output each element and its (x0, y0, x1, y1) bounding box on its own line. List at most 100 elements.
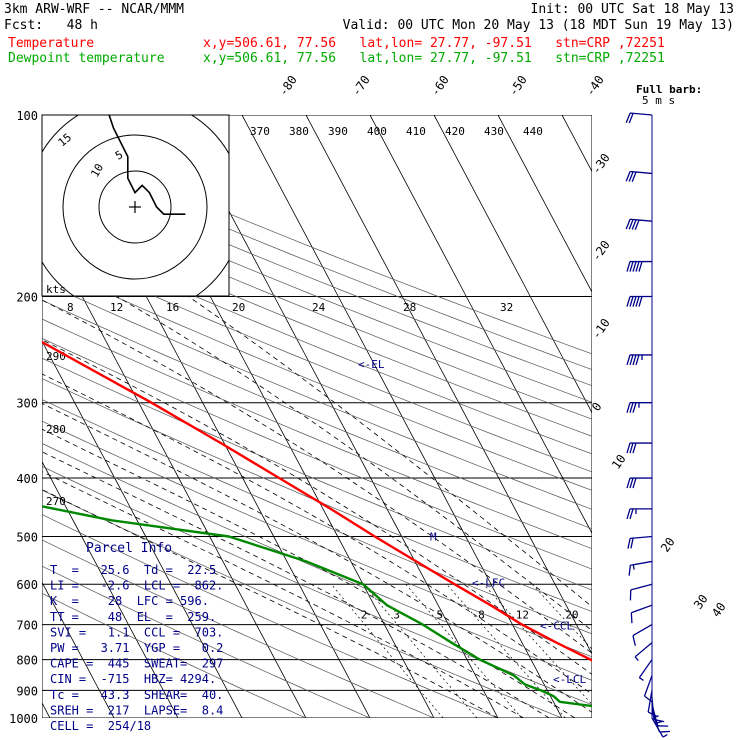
wind-barb (626, 354, 652, 366)
isotherm-label: 20 (658, 535, 678, 555)
wind-barb-full (635, 296, 640, 307)
mixing-ratio-line-3 (363, 583, 478, 718)
wind-barb-full (638, 261, 643, 272)
wind-barb (643, 675, 654, 703)
dry-adiabat--10 (42, 539, 435, 718)
parcel-info-row: K = 28 LFC = 596. (50, 594, 209, 608)
parcel-info-box: Parcel Info T = 25.6 Td = 22.5 LI = -2.6 … (50, 541, 223, 733)
dry-adiabat-130 (42, 246, 592, 473)
moist-adiabat-28 (42, 299, 592, 654)
wind-barb-half (634, 656, 639, 662)
isotherm--20 (49, 115, 371, 718)
barb-legend-subtitle: 5 m s (642, 94, 675, 107)
wind-barb-staff (643, 675, 653, 697)
wind-barb-full (638, 296, 643, 307)
isotherm-label: -40 (583, 73, 607, 99)
wind-barb (627, 535, 653, 549)
wind-barb-full (632, 354, 637, 366)
dry-adiabat-120 (42, 263, 592, 491)
isotherm--60 (42, 581, 115, 718)
wind-barb-staff (630, 560, 653, 566)
wind-barb-full (628, 171, 634, 182)
wind-barb (626, 295, 652, 307)
valid-time: Valid: 00 UTC Mon 20 May 13 (18 MDT Sun … (342, 18, 734, 33)
mixing-ratio-label: 3 (393, 609, 400, 622)
dry-adiabat--20 (42, 565, 371, 718)
isotherm--40 (42, 340, 243, 718)
level-marker-lfc: <-LFC (472, 576, 505, 589)
theta-label-top: 380 (289, 125, 309, 138)
theta-label-top: 400 (367, 125, 387, 138)
wind-barb-half (656, 720, 662, 724)
mixing-ratio-line-5 (405, 583, 523, 718)
wind-barb-full (628, 219, 634, 230)
wind-barb (634, 642, 653, 662)
parcel-info-row: CIN = -715 HBZ= 4294. (50, 672, 216, 686)
dry-adiabat-160 (42, 195, 592, 420)
wind-barb-full (626, 354, 631, 366)
wind-barb-full (625, 171, 631, 182)
isotherm--10 (113, 115, 435, 718)
parcel-info-row: Tc = 43.3 SHEAR= 40. (50, 688, 223, 702)
dry-adiabat-50 (42, 399, 592, 635)
pressure-label-1000: 1000 (9, 712, 38, 726)
isotherm-label: 10 (609, 452, 629, 472)
hodograph-unit-label: kts (46, 283, 66, 296)
theta-label-top: 410 (406, 125, 426, 138)
theta-label-left: 280 (46, 423, 66, 436)
hodograph-ring-label: 10 (88, 162, 106, 180)
parcel-info-row: LI = -2.6 LCL = 862. (50, 579, 223, 593)
isotherm-label: -50 (506, 73, 530, 99)
wind-barb-full (632, 635, 636, 646)
level-marker-el: <-EL (358, 358, 385, 371)
wind-barb-staff (632, 624, 653, 637)
pressure-label-700: 700 (16, 619, 38, 633)
isotherm-30 (369, 115, 592, 535)
theta-label-left: 290 (46, 350, 66, 363)
parcel-info-row: CAPE = 445 SWEAT= 297 (50, 657, 223, 671)
mixing-ratio-label: 2 (361, 609, 368, 622)
isotherm-label: -70 (349, 73, 373, 99)
wind-barb-full (628, 565, 631, 576)
wind-barb-full (629, 442, 634, 454)
wind-barb (629, 583, 653, 601)
wind-barb-half (662, 733, 668, 738)
theta-label-mid: 12 (110, 301, 123, 314)
level-marker-ccl: <-CCL (540, 620, 573, 633)
wind-barb-full (635, 261, 640, 272)
isotherm-label: 30 (691, 592, 711, 612)
temperature-legend-info: x,y=506.61, 77.56 lat,lon= 27.77, -97.51… (203, 36, 665, 51)
wind-barb-full (629, 261, 634, 272)
wind-barb (625, 170, 653, 182)
level-markers: <-EL M <-LFC <-CCL <-LCL (358, 358, 586, 686)
wind-barb-full (659, 730, 670, 733)
wind-barb-full (627, 538, 631, 549)
wind-barb-full (626, 402, 631, 413)
level-marker-lcl: <-LCL (553, 673, 586, 686)
dry-adiabat-170 (42, 179, 592, 403)
wind-barb (626, 477, 652, 489)
wind-barb (632, 624, 653, 646)
dry-adiabat-0 (42, 514, 499, 718)
wind-barb-full (626, 296, 631, 307)
wind-barb-half (639, 677, 644, 681)
wind-barb (647, 690, 658, 718)
moist-adiabat-20 (42, 373, 592, 695)
parcel-info-row: CELL = 254/18 (50, 719, 151, 733)
wind-barb-full (625, 112, 631, 124)
wind-barb-full (653, 718, 665, 723)
wind-barb (638, 659, 653, 681)
isotherm-label: -20 (589, 238, 613, 264)
isotherm--30 (42, 219, 307, 718)
wind-barb-staff (630, 112, 653, 116)
theta-label-top: 390 (328, 125, 348, 138)
moist-adiabat-24 (42, 339, 592, 675)
dry-adiabat-100 (42, 299, 592, 530)
pressure-label-500: 500 (16, 530, 38, 544)
wind-barb (625, 112, 653, 124)
wind-barb-full (632, 261, 637, 272)
isotherm-label: -10 (589, 316, 613, 342)
wind-barb-full (626, 508, 631, 520)
pressure-label-400: 400 (16, 472, 38, 486)
theta-label-mid: 8 (67, 301, 74, 314)
